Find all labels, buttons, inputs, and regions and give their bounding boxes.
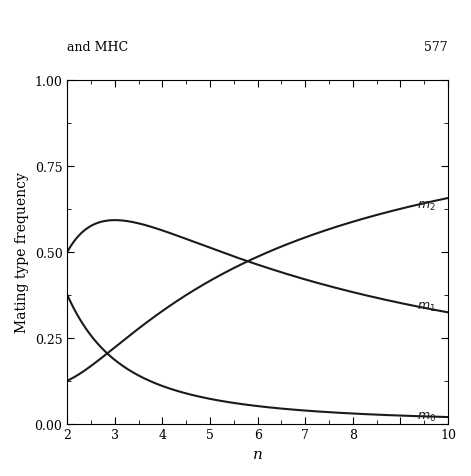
Text: and MHC: and MHC: [67, 40, 129, 54]
Text: $m_2$: $m_2$: [417, 199, 436, 212]
X-axis label: n: n: [253, 447, 263, 461]
Text: $m_1$: $m_1$: [417, 300, 436, 313]
Y-axis label: Mating type frequency: Mating type frequency: [15, 172, 29, 333]
Text: $m_0$: $m_0$: [417, 410, 436, 423]
Text: 577: 577: [424, 40, 448, 54]
